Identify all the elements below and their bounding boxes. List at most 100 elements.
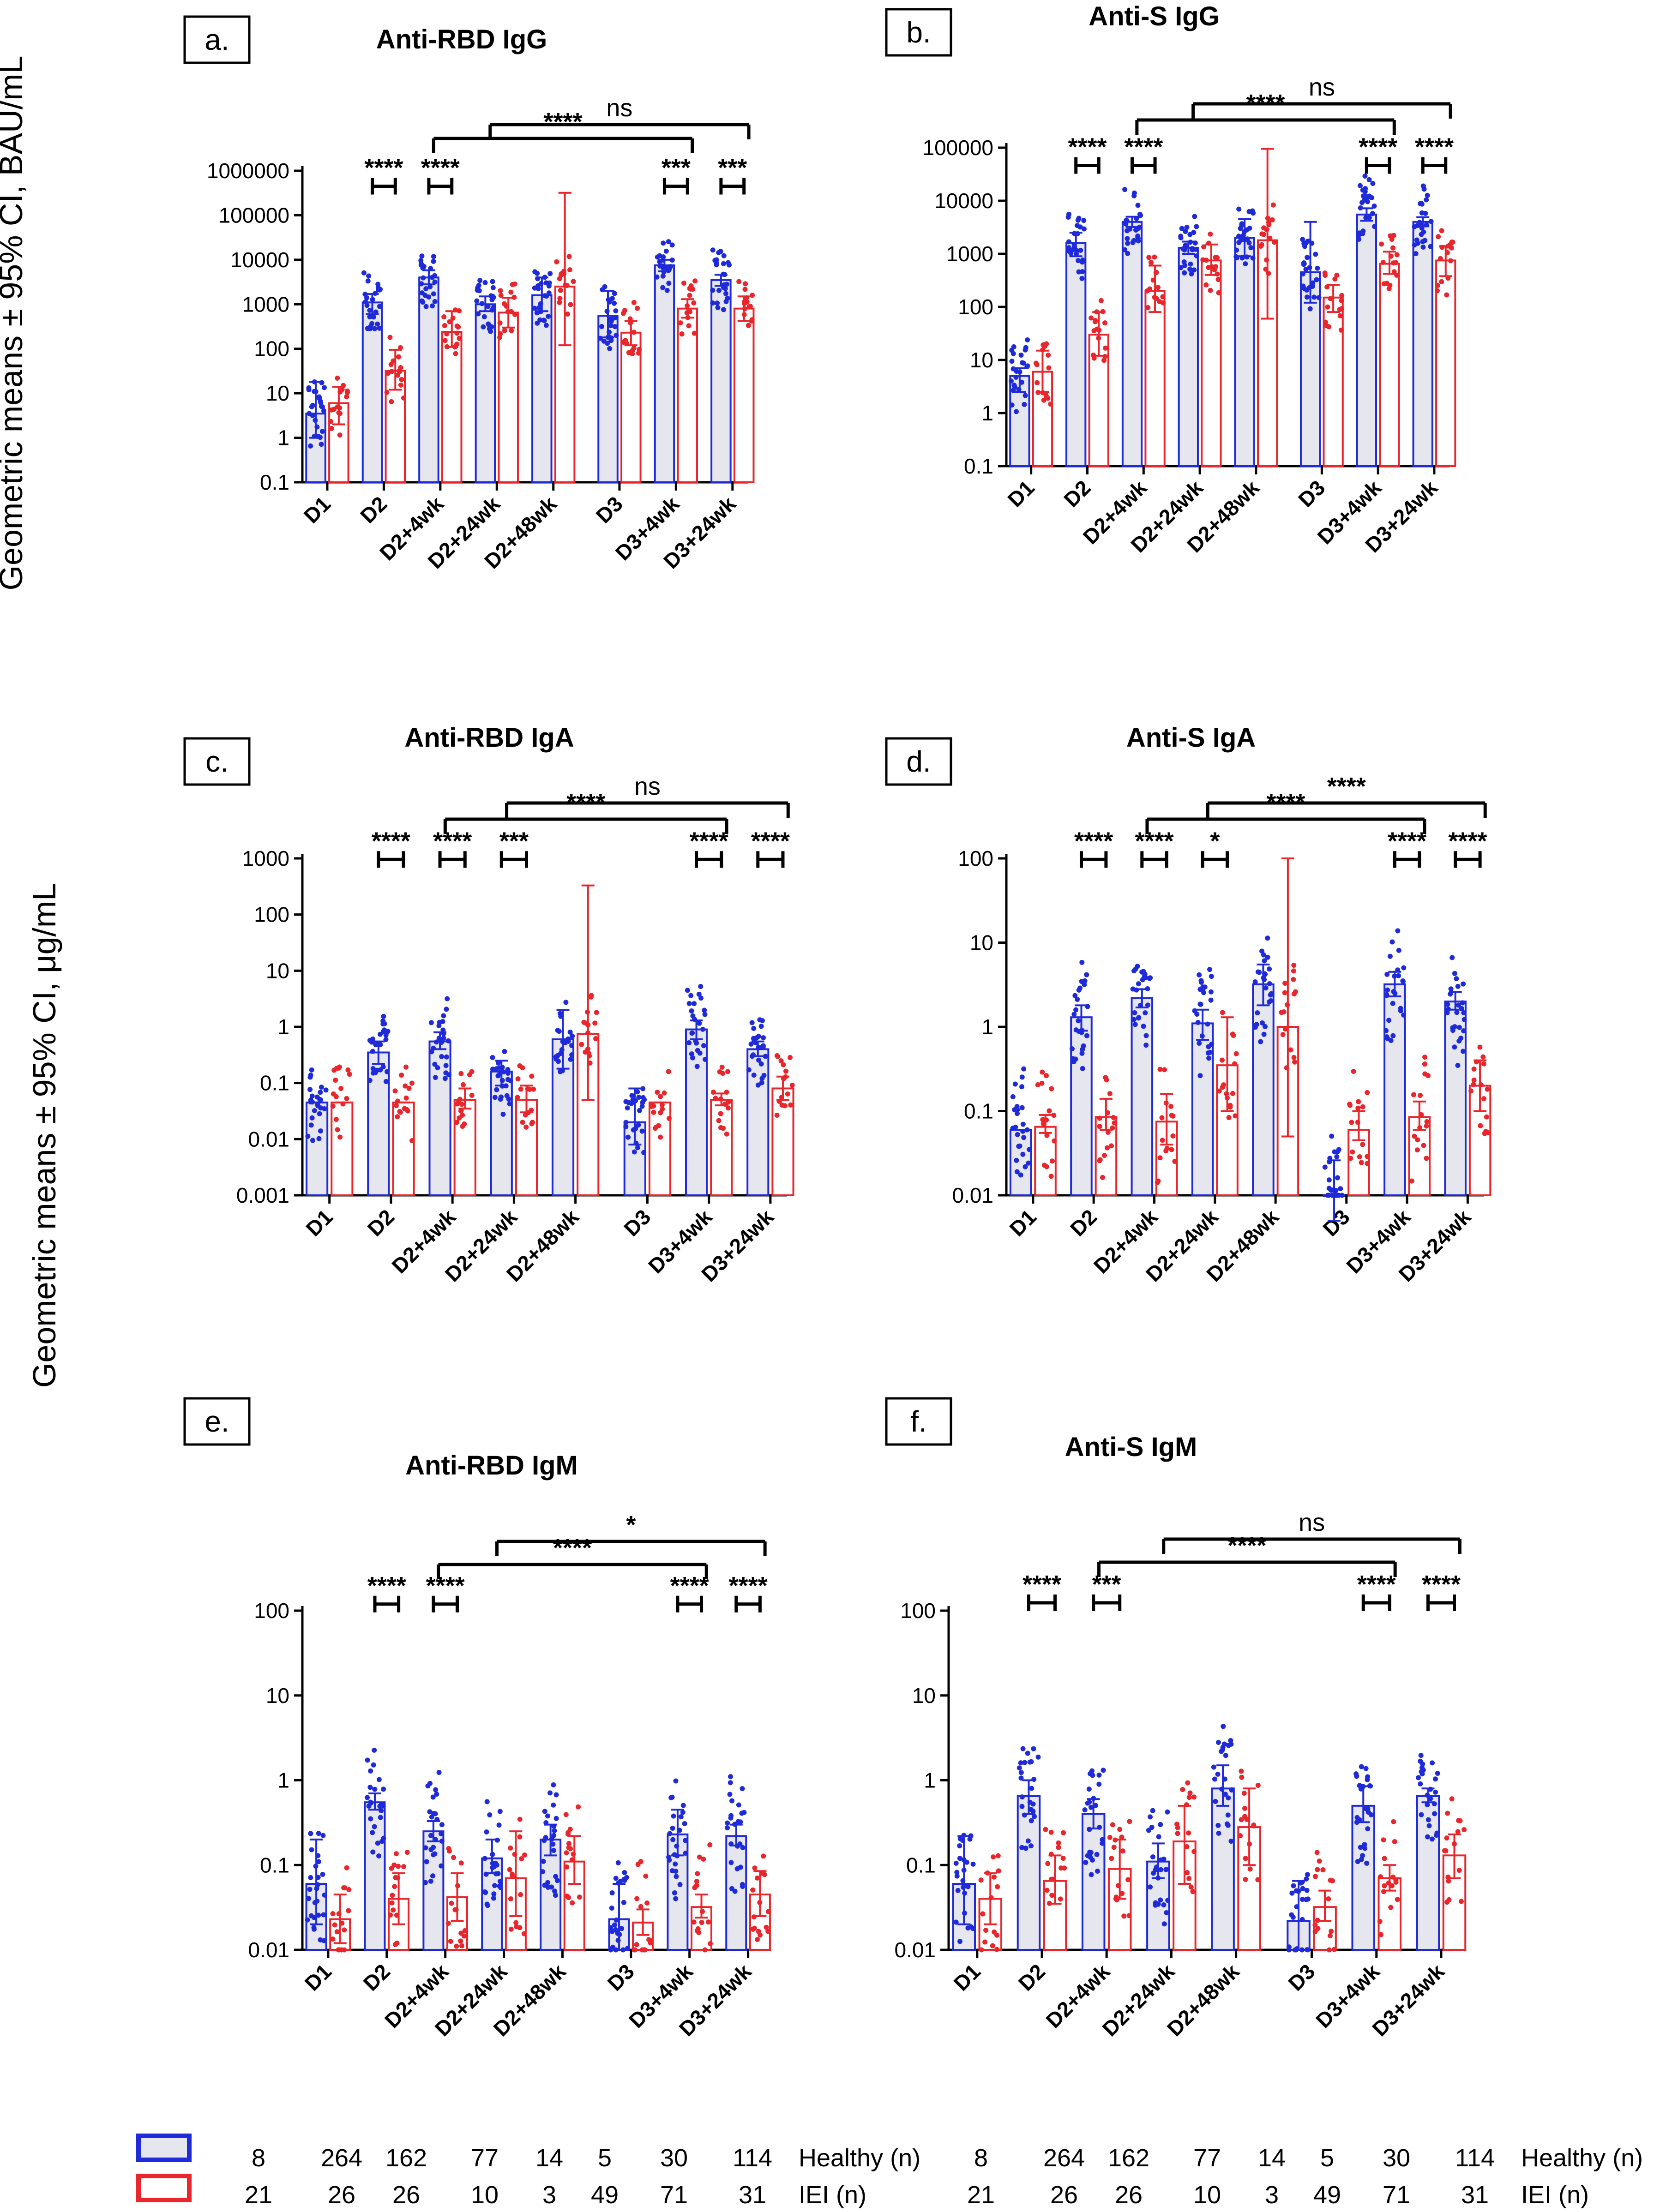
data-point xyxy=(381,1013,386,1019)
data-point xyxy=(672,1890,677,1895)
data-point xyxy=(1424,1156,1429,1161)
data-point xyxy=(1194,1012,1200,1017)
data-point xyxy=(319,1085,324,1090)
data-point xyxy=(1349,1120,1354,1125)
data-point xyxy=(1434,288,1440,294)
sig-label: **** xyxy=(1415,133,1454,161)
data-point xyxy=(1252,979,1258,985)
data-point xyxy=(1178,265,1184,270)
data-point xyxy=(1211,1764,1216,1770)
data-point xyxy=(1348,1156,1353,1161)
x-tick-label-D3+24wk: D3+24wk xyxy=(1367,1959,1449,2041)
data-point xyxy=(636,1095,642,1100)
data-point xyxy=(507,1101,512,1107)
data-point xyxy=(712,258,718,263)
data-point xyxy=(1045,1861,1051,1866)
data-point xyxy=(1390,1874,1396,1880)
data-point xyxy=(1304,1888,1310,1893)
data-point xyxy=(1018,1760,1023,1766)
data-point xyxy=(1422,1071,1428,1077)
data-point xyxy=(639,1128,645,1134)
data-point xyxy=(510,282,515,288)
data-point xyxy=(485,1903,490,1908)
data-point xyxy=(1338,1186,1343,1192)
data-point xyxy=(748,1041,754,1047)
data-point xyxy=(1139,969,1145,975)
data-point xyxy=(638,1904,644,1909)
data-point xyxy=(1365,1154,1370,1159)
data-point xyxy=(1357,183,1363,188)
data-point xyxy=(568,1846,573,1852)
data-point xyxy=(1433,1789,1438,1795)
y-tick-label: 100 xyxy=(900,1599,936,1623)
data-point xyxy=(1186,1876,1192,1881)
data-point xyxy=(344,388,350,394)
data-point xyxy=(439,1838,445,1844)
data-point xyxy=(723,291,728,296)
data-point xyxy=(1076,987,1082,993)
data-point xyxy=(1448,986,1454,992)
data-point xyxy=(485,304,491,309)
data-point xyxy=(318,1128,323,1134)
data-point xyxy=(1261,1031,1267,1037)
data-point xyxy=(1270,202,1276,208)
data-point xyxy=(479,301,485,306)
data-point xyxy=(1337,307,1342,312)
data-point xyxy=(1384,993,1389,998)
data-point xyxy=(1130,240,1136,246)
data-point xyxy=(545,1880,551,1885)
data-point xyxy=(532,285,537,291)
data-point xyxy=(309,1115,315,1121)
data-point xyxy=(431,291,436,297)
data-point xyxy=(1031,1746,1036,1751)
data-point xyxy=(678,1814,684,1820)
data-point xyxy=(430,303,435,309)
data-point xyxy=(388,1912,393,1918)
x-tick-label-D1: D1 xyxy=(300,1959,336,1995)
data-point xyxy=(398,382,403,388)
data-point xyxy=(1261,952,1266,958)
data-point xyxy=(671,1813,676,1819)
data-point xyxy=(1255,1877,1261,1882)
data-point xyxy=(1025,1838,1031,1844)
data-point xyxy=(953,1860,959,1866)
data-point xyxy=(725,260,731,265)
data-point xyxy=(509,328,514,333)
data-point xyxy=(1455,1063,1461,1068)
legend-healthy-n: 162 xyxy=(1108,2144,1149,2172)
data-point xyxy=(1219,1057,1225,1063)
bar-iei-D2+4wk xyxy=(1144,290,1166,467)
data-point xyxy=(1060,1855,1066,1861)
y-tick-label: 1000 xyxy=(242,292,289,316)
data-point xyxy=(1291,1055,1297,1060)
data-point xyxy=(685,988,690,993)
data-point xyxy=(1019,1804,1025,1809)
data-point xyxy=(1446,1897,1452,1902)
data-point xyxy=(1291,977,1296,982)
data-point xyxy=(1079,1050,1085,1056)
data-point xyxy=(1011,383,1017,388)
data-point xyxy=(1421,1143,1426,1148)
data-point xyxy=(755,1937,760,1942)
data-point xyxy=(1019,1845,1025,1850)
data-point xyxy=(371,1762,376,1768)
data-point xyxy=(546,314,551,319)
legend-iei-n: 3 xyxy=(1265,2181,1279,2209)
data-point xyxy=(1017,1143,1022,1149)
data-point xyxy=(498,288,503,294)
data-point xyxy=(692,330,697,336)
data-point xyxy=(1216,290,1221,295)
data-point xyxy=(1261,225,1267,231)
data-point xyxy=(658,1094,663,1099)
data-point xyxy=(333,1117,339,1122)
data-point xyxy=(563,1000,569,1005)
data-point xyxy=(674,1874,679,1879)
data-point xyxy=(434,1792,439,1797)
data-point xyxy=(1390,1001,1395,1006)
data-point xyxy=(1163,1148,1169,1154)
legend-counts: 8 21 264 26 162 26 77 10 14 3 5 49 30 71 114 31 8 21 264 26… xyxy=(245,2144,1495,2209)
data-point xyxy=(1062,1865,1067,1871)
bar-iei-D3+4wk xyxy=(677,307,698,483)
bar-iei-D2+48wk xyxy=(1237,1826,1261,1951)
data-point xyxy=(1325,304,1330,310)
